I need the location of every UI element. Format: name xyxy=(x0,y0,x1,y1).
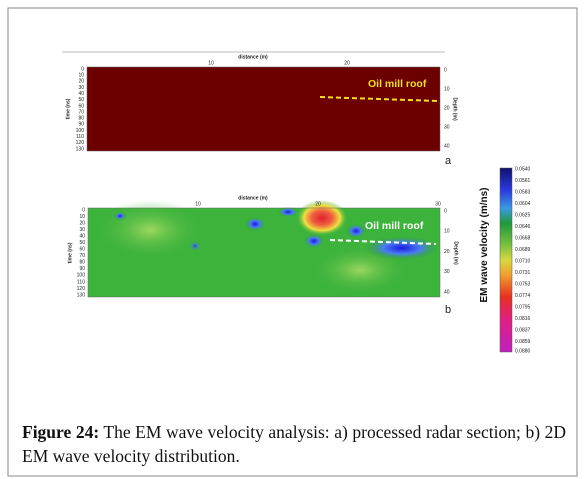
colorbar-label: 0.0625 xyxy=(515,212,531,218)
y2-label: Depth (m) xyxy=(453,241,459,265)
y-tick-label: 90 xyxy=(79,266,85,272)
y-label: time (ns) xyxy=(67,242,73,263)
y-tick-label: 130 xyxy=(76,146,85,152)
y-tick-label: 20 xyxy=(78,79,84,85)
colorbar-label: 0.0540 xyxy=(515,166,531,172)
y-tick-label: 0 xyxy=(81,66,84,72)
y2-tick-label: 10 xyxy=(444,86,450,92)
x-label: distance (m) xyxy=(238,54,268,60)
colorbar xyxy=(499,167,513,353)
colorbar-label: 0.0604 xyxy=(515,201,531,207)
y2-tick-label: 30 xyxy=(444,124,450,130)
radar-border xyxy=(86,66,441,152)
y-tick-label: 100 xyxy=(76,128,85,134)
y-tick-label: 70 xyxy=(79,253,85,259)
x-label: distance (m) xyxy=(238,195,268,201)
y-tick-label: 60 xyxy=(78,103,84,109)
colorbar-label: 0.0859 xyxy=(515,339,531,345)
colorbar-title: EM wave velocity (m/ns) xyxy=(479,187,490,302)
y-tick-label: 50 xyxy=(79,240,85,246)
y-tick-label: 120 xyxy=(76,140,85,146)
y-tick-label: 20 xyxy=(79,220,85,226)
caption: Figure 24: The EM wave velocity analysis… xyxy=(22,420,566,468)
y2-tick-label: 20 xyxy=(444,249,450,255)
y-tick-label: 10 xyxy=(79,214,85,220)
annotation: Oil mill roof xyxy=(365,220,424,232)
y2-tick-label: 0 xyxy=(444,67,447,73)
y2-tick-label: 0 xyxy=(444,208,447,214)
caption-label: Figure 24: xyxy=(22,422,100,442)
y-tick-label: 130 xyxy=(77,292,86,298)
x-tick-label: 10 xyxy=(208,60,214,66)
y-tick-label: 100 xyxy=(77,273,86,279)
high-velocity xyxy=(296,200,348,236)
y-tick-label: 120 xyxy=(77,286,86,292)
x-tick-label: 20 xyxy=(344,60,350,66)
roof-line xyxy=(319,96,439,102)
y-tick-label: 90 xyxy=(78,122,84,128)
y-tick-label: 110 xyxy=(76,134,84,140)
y-tick-label: 80 xyxy=(79,260,85,266)
y-tick-label: 40 xyxy=(79,233,85,239)
colorbar-label: 0.0837 xyxy=(515,327,531,333)
colorbar-label: 0.0753 xyxy=(515,281,531,287)
y-tick-label: 30 xyxy=(79,227,85,233)
colorbar-label: 0.0816 xyxy=(515,316,531,322)
colorbar-label: 0.0880 xyxy=(515,348,531,354)
x-tick-label: 20 xyxy=(315,201,321,207)
y2-label: Depth (m) xyxy=(452,97,458,121)
colorbar-label: 0.0646 xyxy=(515,224,531,230)
y-tick-label: 70 xyxy=(78,109,84,115)
panel-letter: b xyxy=(445,304,451,316)
colorbar-label: 0.0561 xyxy=(515,178,531,184)
annotation: Oil mill roof xyxy=(368,78,427,90)
radar-section xyxy=(87,67,440,151)
y-tick-label: 60 xyxy=(79,247,85,253)
y-tick-label: 80 xyxy=(78,116,84,122)
y-tick-label: 40 xyxy=(78,91,84,97)
x-tick-label: 10 xyxy=(195,201,201,207)
caption-text: The EM wave velocity analysis: a) proces… xyxy=(22,422,566,466)
colorbar-label: 0.0774 xyxy=(515,293,531,299)
colorbar-label: 0.0689 xyxy=(515,247,531,253)
y2-tick-label: 40 xyxy=(444,143,450,149)
panel-letter: a xyxy=(445,155,452,167)
colorbar-label: 0.0710 xyxy=(515,258,531,264)
colorbar-label: 0.0668 xyxy=(515,235,531,241)
y2-tick-label: 10 xyxy=(444,229,450,235)
y-tick-label: 10 xyxy=(78,72,84,78)
y-label: time (ns) xyxy=(65,98,71,119)
roof-line xyxy=(329,239,437,245)
frame xyxy=(7,7,578,477)
y-tick-label: 0 xyxy=(82,207,85,213)
y-tick-label: 110 xyxy=(77,279,85,285)
colorbar-label: 0.0731 xyxy=(515,270,531,276)
y2-tick-label: 30 xyxy=(444,269,450,275)
y-tick-label: 50 xyxy=(78,97,84,103)
y2-tick-label: 20 xyxy=(444,105,450,111)
colorbar-label: 0.0795 xyxy=(515,304,531,310)
y2-tick-label: 40 xyxy=(444,289,450,295)
y-tick-label: 30 xyxy=(78,85,84,91)
colorbar-label: 0.0583 xyxy=(515,189,531,195)
x-tick-label: 30 xyxy=(435,201,441,207)
